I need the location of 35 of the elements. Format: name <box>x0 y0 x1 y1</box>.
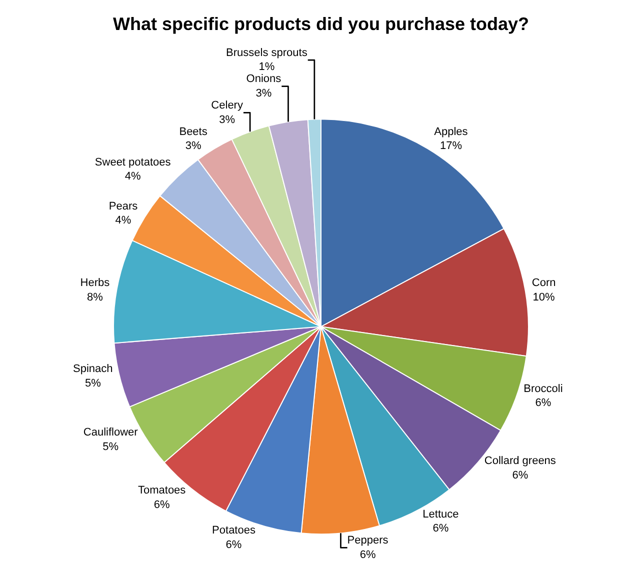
slice-label: Brussels sprouts <box>226 46 308 59</box>
data-label: 6% <box>535 397 552 410</box>
data-label: 5% <box>84 377 102 390</box>
slice-label: Sweet potatoes <box>94 156 172 168</box>
slice-label: Pears <box>108 200 138 212</box>
slice-label: Apples <box>434 126 468 138</box>
data-label: 17% <box>440 140 462 152</box>
slice-label: Cauliflower <box>83 426 138 439</box>
slice-label: Collard greens <box>484 455 556 467</box>
data-label: 4% <box>115 214 132 227</box>
data-label: 3% <box>219 114 236 126</box>
data-label: 10% <box>532 291 556 304</box>
slice-label: Lettuce <box>422 508 459 520</box>
slice-label: Celery <box>211 99 244 112</box>
slice-label: Broccoli <box>524 382 563 395</box>
slice-label: Potatoes <box>212 524 256 537</box>
data-label: 3% <box>256 87 272 100</box>
data-label: 1% <box>258 61 275 74</box>
data-label: 6% <box>226 538 242 551</box>
data-label: 8% <box>86 291 104 304</box>
data-label: 5% <box>102 440 119 453</box>
data-label: 6% <box>360 548 376 561</box>
data-label: 6% <box>512 469 528 482</box>
slice-label: Spinach <box>73 363 113 376</box>
data-label: 3% <box>185 140 202 152</box>
data-label: 6% <box>154 499 170 512</box>
slice-label: Corn <box>532 277 556 290</box>
slice-label: Herbs <box>80 277 110 290</box>
slice-label: Peppers <box>347 534 389 547</box>
slice-label: Beets <box>179 126 208 138</box>
slice-label: Onions <box>246 73 282 86</box>
chart-title: What specific products did you purchase today? <box>112 14 530 34</box>
data-label: 4% <box>124 170 142 183</box>
data-label: 6% <box>432 522 449 535</box>
slice-label: Tomatoes <box>138 484 186 497</box>
